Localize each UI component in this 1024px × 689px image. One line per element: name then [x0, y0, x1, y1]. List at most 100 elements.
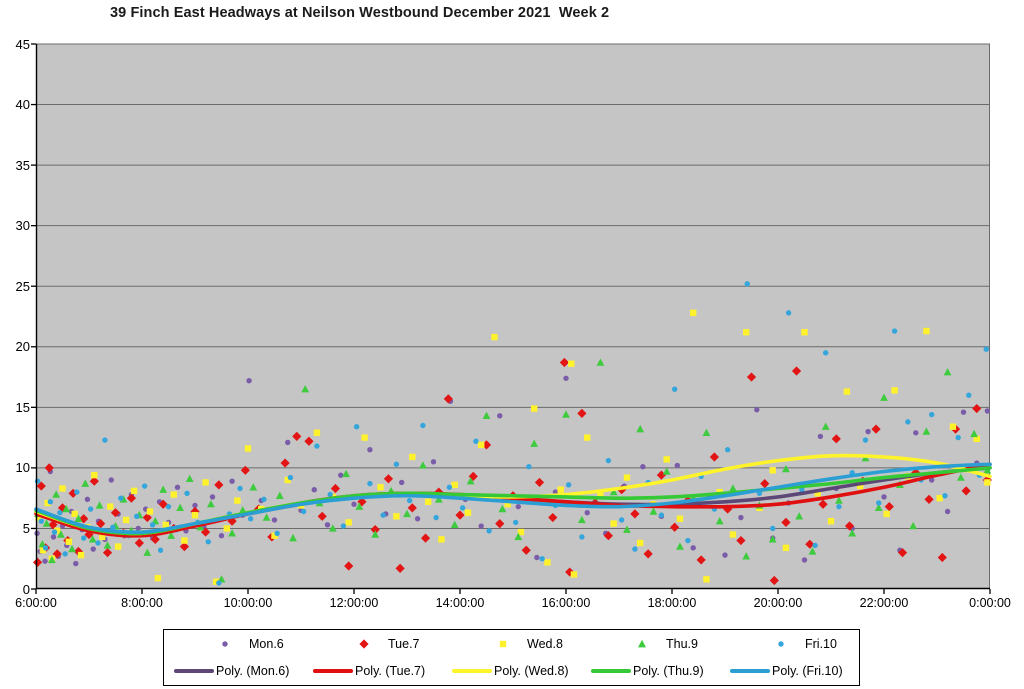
legend-item: Mon.6: [164, 637, 303, 651]
data-point: [141, 483, 148, 489]
data-point: [304, 436, 314, 446]
data-point: [300, 508, 307, 515]
data-point: [768, 535, 777, 543]
data-point: [271, 532, 278, 539]
data-point: [52, 549, 62, 559]
data-point: [47, 499, 54, 505]
data-point: [146, 508, 154, 515]
data-point: [562, 410, 570, 418]
data-point: [658, 512, 665, 518]
data-point: [38, 518, 44, 524]
data-point: [891, 328, 898, 334]
data-point: [59, 485, 66, 492]
legend-label: Poly. (Thu.9): [633, 664, 704, 679]
data-point: [351, 501, 357, 507]
data-point: [579, 534, 585, 540]
data-point: [51, 529, 58, 535]
data-point: [433, 514, 439, 521]
data-point: [577, 408, 587, 418]
data-point: [618, 517, 625, 523]
legend-label: Poly. (Wed.8): [494, 664, 569, 679]
trendline-sample-icon: [313, 669, 353, 674]
data-point: [874, 503, 883, 512]
data-point: [782, 544, 790, 552]
data-point: [292, 431, 302, 441]
data-point: [649, 507, 658, 515]
data-point: [746, 372, 757, 382]
legend-label: Mon.6: [249, 636, 284, 651]
data-point: [521, 545, 531, 555]
data-point: [944, 508, 951, 515]
x-axis-tick-label: 12:00:00: [329, 596, 379, 610]
legend-item: Poly. (Tue.7): [303, 664, 442, 678]
data-point: [52, 490, 61, 498]
data-point: [539, 556, 545, 562]
data-point: [464, 509, 472, 516]
data-point: [118, 495, 124, 501]
data-point: [34, 478, 41, 484]
data-point: [565, 482, 572, 488]
data-point: [795, 512, 804, 520]
data-point: [134, 538, 144, 548]
data-point: [205, 539, 211, 545]
data-point: [835, 496, 843, 504]
y-axis-tick-label: 0: [22, 581, 30, 597]
data-point: [856, 482, 864, 490]
data-point: [48, 555, 56, 564]
data-point: [44, 463, 54, 473]
data-point: [57, 510, 63, 516]
data-point: [90, 546, 96, 552]
data-point: [836, 503, 842, 510]
data-point: [578, 515, 586, 524]
data-point: [247, 516, 254, 522]
data-point: [110, 524, 116, 530]
data-point: [843, 388, 851, 395]
data-point: [905, 419, 911, 425]
data-point: [844, 521, 855, 531]
data-point: [380, 512, 386, 518]
data-point: [936, 494, 943, 502]
data-point: [949, 423, 957, 430]
data-point: [430, 459, 437, 465]
data-point: [973, 435, 980, 443]
data-point: [724, 447, 731, 453]
data-point: [209, 494, 216, 500]
data-point: [610, 520, 617, 527]
data-point: [831, 434, 841, 444]
data-point: [229, 478, 235, 484]
data-point: [88, 535, 97, 543]
trendline-sample-icon: [591, 669, 631, 674]
data-point: [568, 360, 575, 367]
data-point: [685, 537, 691, 544]
data-point: [817, 433, 824, 440]
x-axis-tick-label: 16:00:00: [541, 596, 591, 610]
data-point: [818, 499, 828, 509]
data-point: [344, 561, 354, 571]
data-point: [742, 552, 751, 560]
data-point: [130, 487, 138, 495]
data-point: [443, 394, 453, 404]
data-point: [504, 501, 511, 508]
data-point: [801, 557, 808, 563]
data-point: [984, 408, 991, 414]
data-point: [167, 531, 176, 539]
data-point: [643, 549, 653, 559]
data-point: [972, 403, 982, 414]
data-point: [738, 514, 744, 521]
data-point: [517, 528, 525, 536]
data-point: [150, 534, 160, 544]
data-point: [39, 547, 47, 554]
data-point: [74, 489, 80, 495]
data-point: [314, 443, 320, 449]
legend: Mon.6 Tue.7 Wed.8 Thu.9 Fri.10 Poly. (Mon.6) P…: [163, 629, 860, 686]
data-point: [530, 439, 539, 447]
data-point: [179, 542, 189, 552]
data-point: [609, 487, 618, 496]
data-point: [324, 522, 331, 528]
data-point: [482, 411, 491, 420]
data-point: [42, 545, 49, 551]
data-point: [399, 479, 405, 486]
data-point: [881, 494, 887, 500]
data-point: [338, 472, 344, 478]
data-point: [65, 538, 73, 545]
